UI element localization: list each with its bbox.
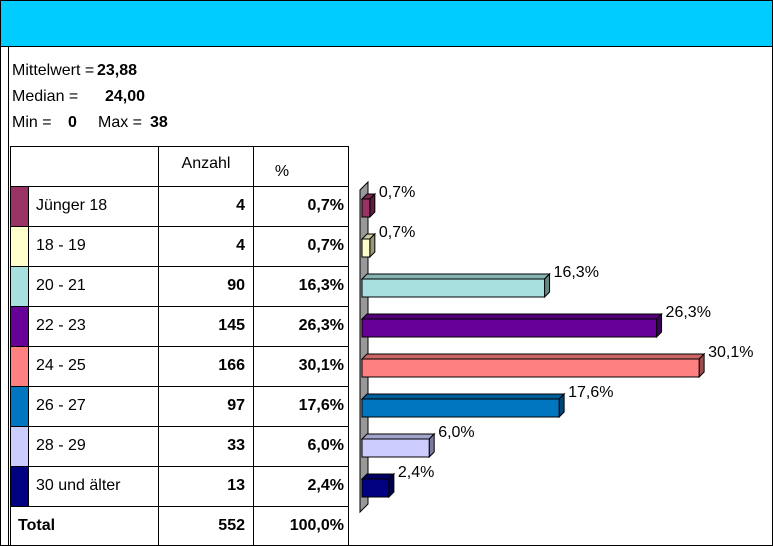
bar-face (360, 353, 706, 360)
header-count: Anzahl (182, 155, 231, 172)
color-swatch (11, 227, 28, 266)
bar-face (360, 273, 551, 280)
min-label: Min = (12, 114, 52, 131)
bar-face (361, 398, 560, 418)
row-pct: 6,0% (308, 437, 344, 454)
color-swatch (11, 387, 28, 426)
row-pct: 0,7% (308, 237, 344, 254)
row-pct: 16,3% (299, 277, 344, 294)
total-label: Total (18, 517, 55, 534)
bar-face (361, 198, 371, 218)
median: 24,00 (105, 88, 145, 105)
row-label: 20 - 21 (36, 277, 86, 294)
bar-face (361, 318, 658, 338)
total-count: 552 (218, 517, 245, 534)
row-label: Jünger 18 (36, 197, 107, 214)
row-count: 13 (227, 477, 245, 494)
bar-face (361, 278, 546, 298)
color-swatch (11, 427, 28, 466)
bar (360, 272, 551, 299)
row-count: 97 (227, 397, 245, 414)
row-pct: 30,1% (299, 357, 344, 374)
row-label: 24 - 25 (36, 357, 86, 374)
color-swatch (11, 467, 28, 506)
bar-face (361, 438, 430, 458)
row-count: 33 (227, 437, 245, 454)
row-count: 90 (227, 277, 245, 294)
header-pct: % (275, 163, 289, 180)
row-count: 4 (236, 237, 245, 254)
row-label: 28 - 29 (36, 437, 86, 454)
bar (360, 312, 663, 339)
value-label: 0,7% (379, 184, 415, 201)
max: 38 (150, 114, 168, 131)
bar-face (360, 393, 566, 400)
header-bar (0, 0, 773, 47)
bar (360, 352, 706, 379)
median-label: Median = (12, 88, 78, 105)
mean: 23,88 (97, 62, 137, 79)
row-pct: 17,6% (299, 397, 344, 414)
mean-label: Mittelwert = (12, 62, 94, 79)
row-pct: 0,7% (308, 197, 344, 214)
row-pct: 2,4% (308, 477, 344, 494)
value-label: 16,3% (554, 264, 599, 281)
bar (360, 392, 566, 419)
value-label: 26,3% (666, 304, 711, 321)
color-swatch (11, 187, 28, 226)
color-swatch (11, 267, 28, 306)
min: 0 (68, 114, 77, 131)
max-label: Max = (98, 114, 142, 131)
row-count: 166 (218, 357, 245, 374)
bar-face (361, 238, 371, 258)
color-swatch (11, 347, 28, 386)
value-label: 0,7% (379, 224, 415, 241)
row-count: 145 (218, 317, 245, 334)
value-label: 6,0% (438, 424, 474, 441)
row-label: 26 - 27 (36, 397, 86, 414)
bar-face (360, 313, 663, 320)
row-label: 30 und älter (36, 477, 121, 494)
row-count: 4 (236, 197, 245, 214)
row-label: 18 - 19 (36, 237, 86, 254)
bar-face (361, 358, 700, 378)
value-label: 30,1% (708, 344, 753, 361)
color-swatch (11, 307, 28, 346)
bar-face (360, 433, 436, 440)
bar (360, 192, 377, 219)
value-label: 17,6% (568, 384, 613, 401)
bar (360, 232, 377, 259)
total-pct: 100,0% (290, 517, 344, 534)
bar-face (361, 478, 390, 498)
axis-wall (359, 180, 369, 514)
value-label: 2,4% (398, 464, 434, 481)
bar (360, 432, 436, 459)
row-pct: 26,3% (299, 317, 344, 334)
row-label: 22 - 23 (36, 317, 86, 334)
bar (360, 472, 396, 499)
